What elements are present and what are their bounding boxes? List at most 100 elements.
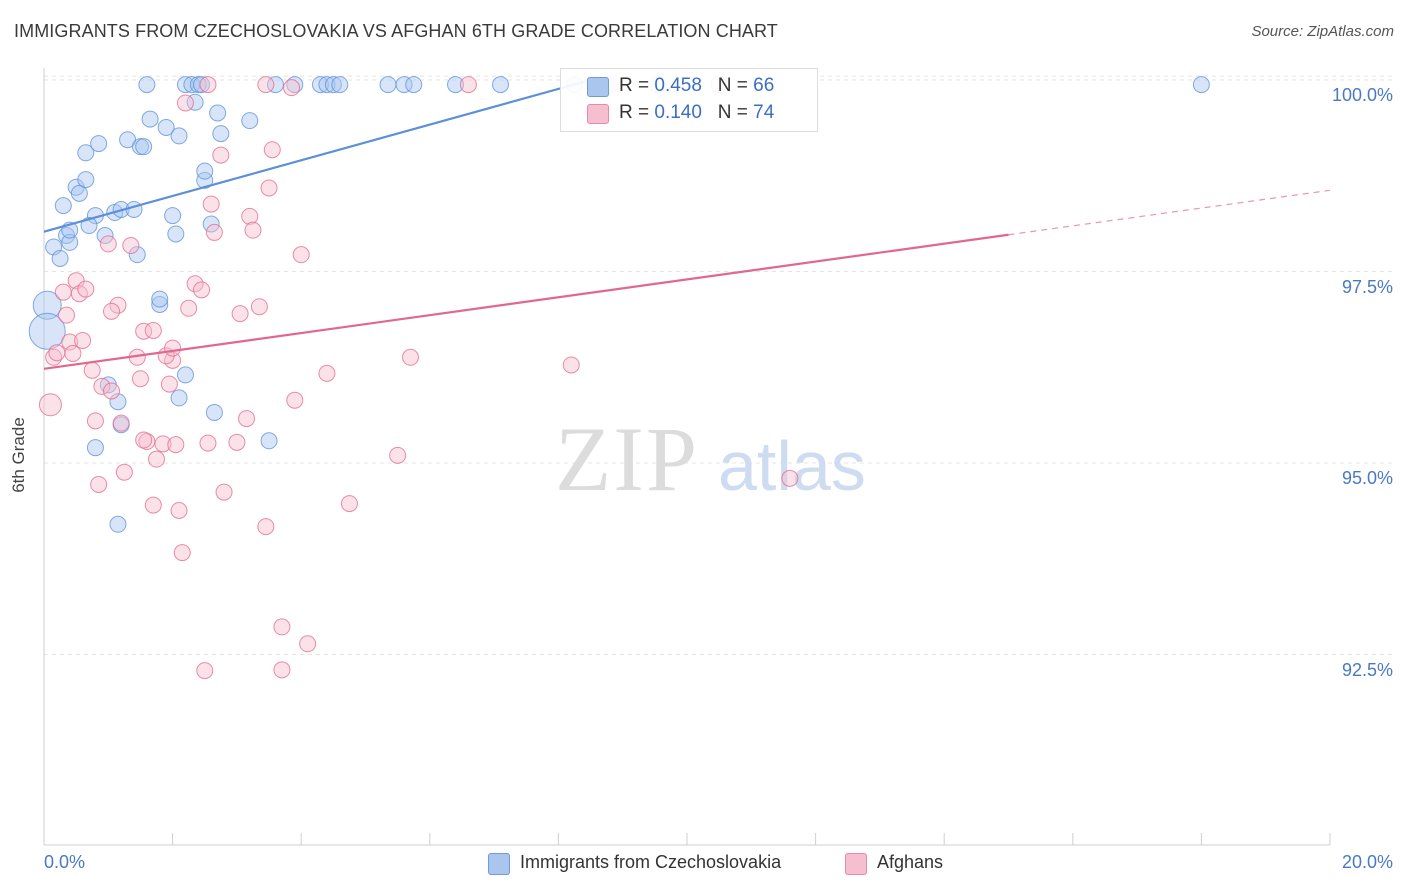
point-afghan bbox=[202, 195, 220, 213]
r-value: 0.458 bbox=[654, 75, 702, 96]
point-afghan bbox=[103, 382, 121, 400]
point-afghan bbox=[292, 246, 310, 264]
point-afghan bbox=[273, 618, 291, 636]
y-tick-label: 92.5% bbox=[1341, 659, 1393, 680]
point-afghan bbox=[112, 414, 130, 432]
point-czech bbox=[311, 76, 329, 94]
stats-box: R = 0.458 N = 66 R = 0.140 N = 74 bbox=[560, 68, 818, 132]
watermark: ZIP atlas bbox=[555, 408, 866, 510]
point-afghan bbox=[205, 223, 223, 241]
point-czech bbox=[170, 389, 188, 407]
point-afghan bbox=[299, 635, 317, 653]
point-afghan bbox=[238, 410, 256, 428]
point-czech bbox=[80, 217, 98, 235]
point-afghan bbox=[58, 306, 76, 324]
point-afghan bbox=[273, 661, 291, 679]
legend: Immigrants from Czechoslovakia Afghans bbox=[0, 852, 1406, 878]
legend-label-czech: Immigrants from Czechoslovakia bbox=[520, 852, 782, 872]
n-value: 66 bbox=[753, 75, 775, 96]
point-czech bbox=[186, 93, 204, 111]
r-label: R = bbox=[619, 102, 650, 123]
point-afghan bbox=[257, 518, 275, 536]
point-czech bbox=[1192, 76, 1210, 94]
point-afghan bbox=[231, 305, 249, 323]
point-czech bbox=[32, 290, 62, 320]
n-label: N = bbox=[717, 75, 748, 96]
point-czech bbox=[266, 76, 284, 94]
y-tick-label: 100.0% bbox=[1331, 85, 1393, 105]
point-afghan bbox=[90, 475, 108, 493]
swatch-afghan bbox=[587, 104, 609, 124]
point-afghan bbox=[459, 76, 477, 94]
point-afghan bbox=[54, 283, 72, 301]
point-czech bbox=[331, 76, 349, 94]
point-czech bbox=[135, 138, 153, 156]
point-czech bbox=[324, 76, 342, 94]
point-afghan bbox=[186, 275, 204, 293]
point-czech bbox=[286, 76, 304, 94]
point-afghan bbox=[199, 434, 217, 452]
point-czech bbox=[395, 76, 413, 94]
point-czech bbox=[170, 127, 188, 145]
chart-title: IMMIGRANTS FROM CZECHOSLOVAKIA VS AFGHAN… bbox=[14, 21, 778, 41]
axes bbox=[43, 68, 1331, 846]
point-afghan bbox=[212, 146, 230, 164]
point-afghan bbox=[164, 339, 182, 357]
point-czech bbox=[77, 171, 95, 189]
point-afghan bbox=[67, 272, 85, 290]
watermark-atlas: atlas bbox=[718, 427, 866, 505]
point-afghan bbox=[257, 76, 275, 94]
trend-line-afghan bbox=[43, 233, 1009, 370]
point-czech bbox=[77, 144, 95, 162]
point-czech bbox=[164, 207, 182, 225]
point-afghan bbox=[215, 483, 233, 501]
point-czech bbox=[70, 184, 88, 202]
point-czech bbox=[176, 366, 194, 384]
point-afghan bbox=[103, 302, 121, 320]
swatch-czech bbox=[587, 77, 609, 97]
point-afghan bbox=[122, 236, 140, 254]
x-tick-label-max: 20.0% bbox=[1341, 852, 1393, 872]
point-afghan bbox=[74, 331, 92, 349]
point-czech bbox=[138, 76, 156, 94]
point-afghan bbox=[167, 436, 185, 454]
point-czech bbox=[157, 118, 175, 136]
point-czech bbox=[86, 439, 104, 457]
point-afghan bbox=[115, 463, 133, 481]
point-czech bbox=[167, 225, 185, 243]
point-afghan bbox=[83, 361, 101, 379]
point-afghan bbox=[160, 375, 178, 393]
point-czech bbox=[193, 76, 211, 94]
point-afghan bbox=[86, 412, 104, 430]
point-afghan bbox=[176, 94, 194, 112]
legend-swatch-czech bbox=[488, 853, 510, 875]
watermark-zip: ZIP bbox=[555, 408, 699, 510]
point-czech bbox=[260, 432, 278, 450]
point-afghan bbox=[93, 377, 111, 395]
point-afghan bbox=[154, 435, 172, 453]
point-czech bbox=[125, 200, 143, 218]
trend-line-czech bbox=[43, 78, 591, 233]
point-afghan bbox=[45, 348, 63, 366]
point-afghan bbox=[38, 393, 62, 417]
point-afghan bbox=[48, 344, 66, 362]
point-afghan bbox=[241, 207, 259, 225]
point-czech bbox=[151, 295, 169, 313]
point-czech bbox=[241, 112, 259, 130]
point-afghan bbox=[199, 76, 217, 94]
point-afghan bbox=[64, 344, 82, 362]
point-czech bbox=[90, 135, 108, 153]
point-afghan bbox=[109, 296, 127, 314]
point-afghan bbox=[180, 299, 198, 317]
point-afghan bbox=[135, 431, 153, 449]
point-czech bbox=[151, 290, 169, 308]
point-czech bbox=[318, 76, 336, 94]
y-tick-label: 97.5% bbox=[1341, 276, 1393, 297]
r-value: 0.140 bbox=[654, 102, 702, 123]
point-afghan bbox=[135, 322, 153, 340]
n-value: 74 bbox=[753, 102, 775, 123]
point-afghan bbox=[263, 141, 281, 159]
point-afghan bbox=[144, 496, 162, 514]
y-tick-label: 95.0% bbox=[1341, 468, 1393, 488]
